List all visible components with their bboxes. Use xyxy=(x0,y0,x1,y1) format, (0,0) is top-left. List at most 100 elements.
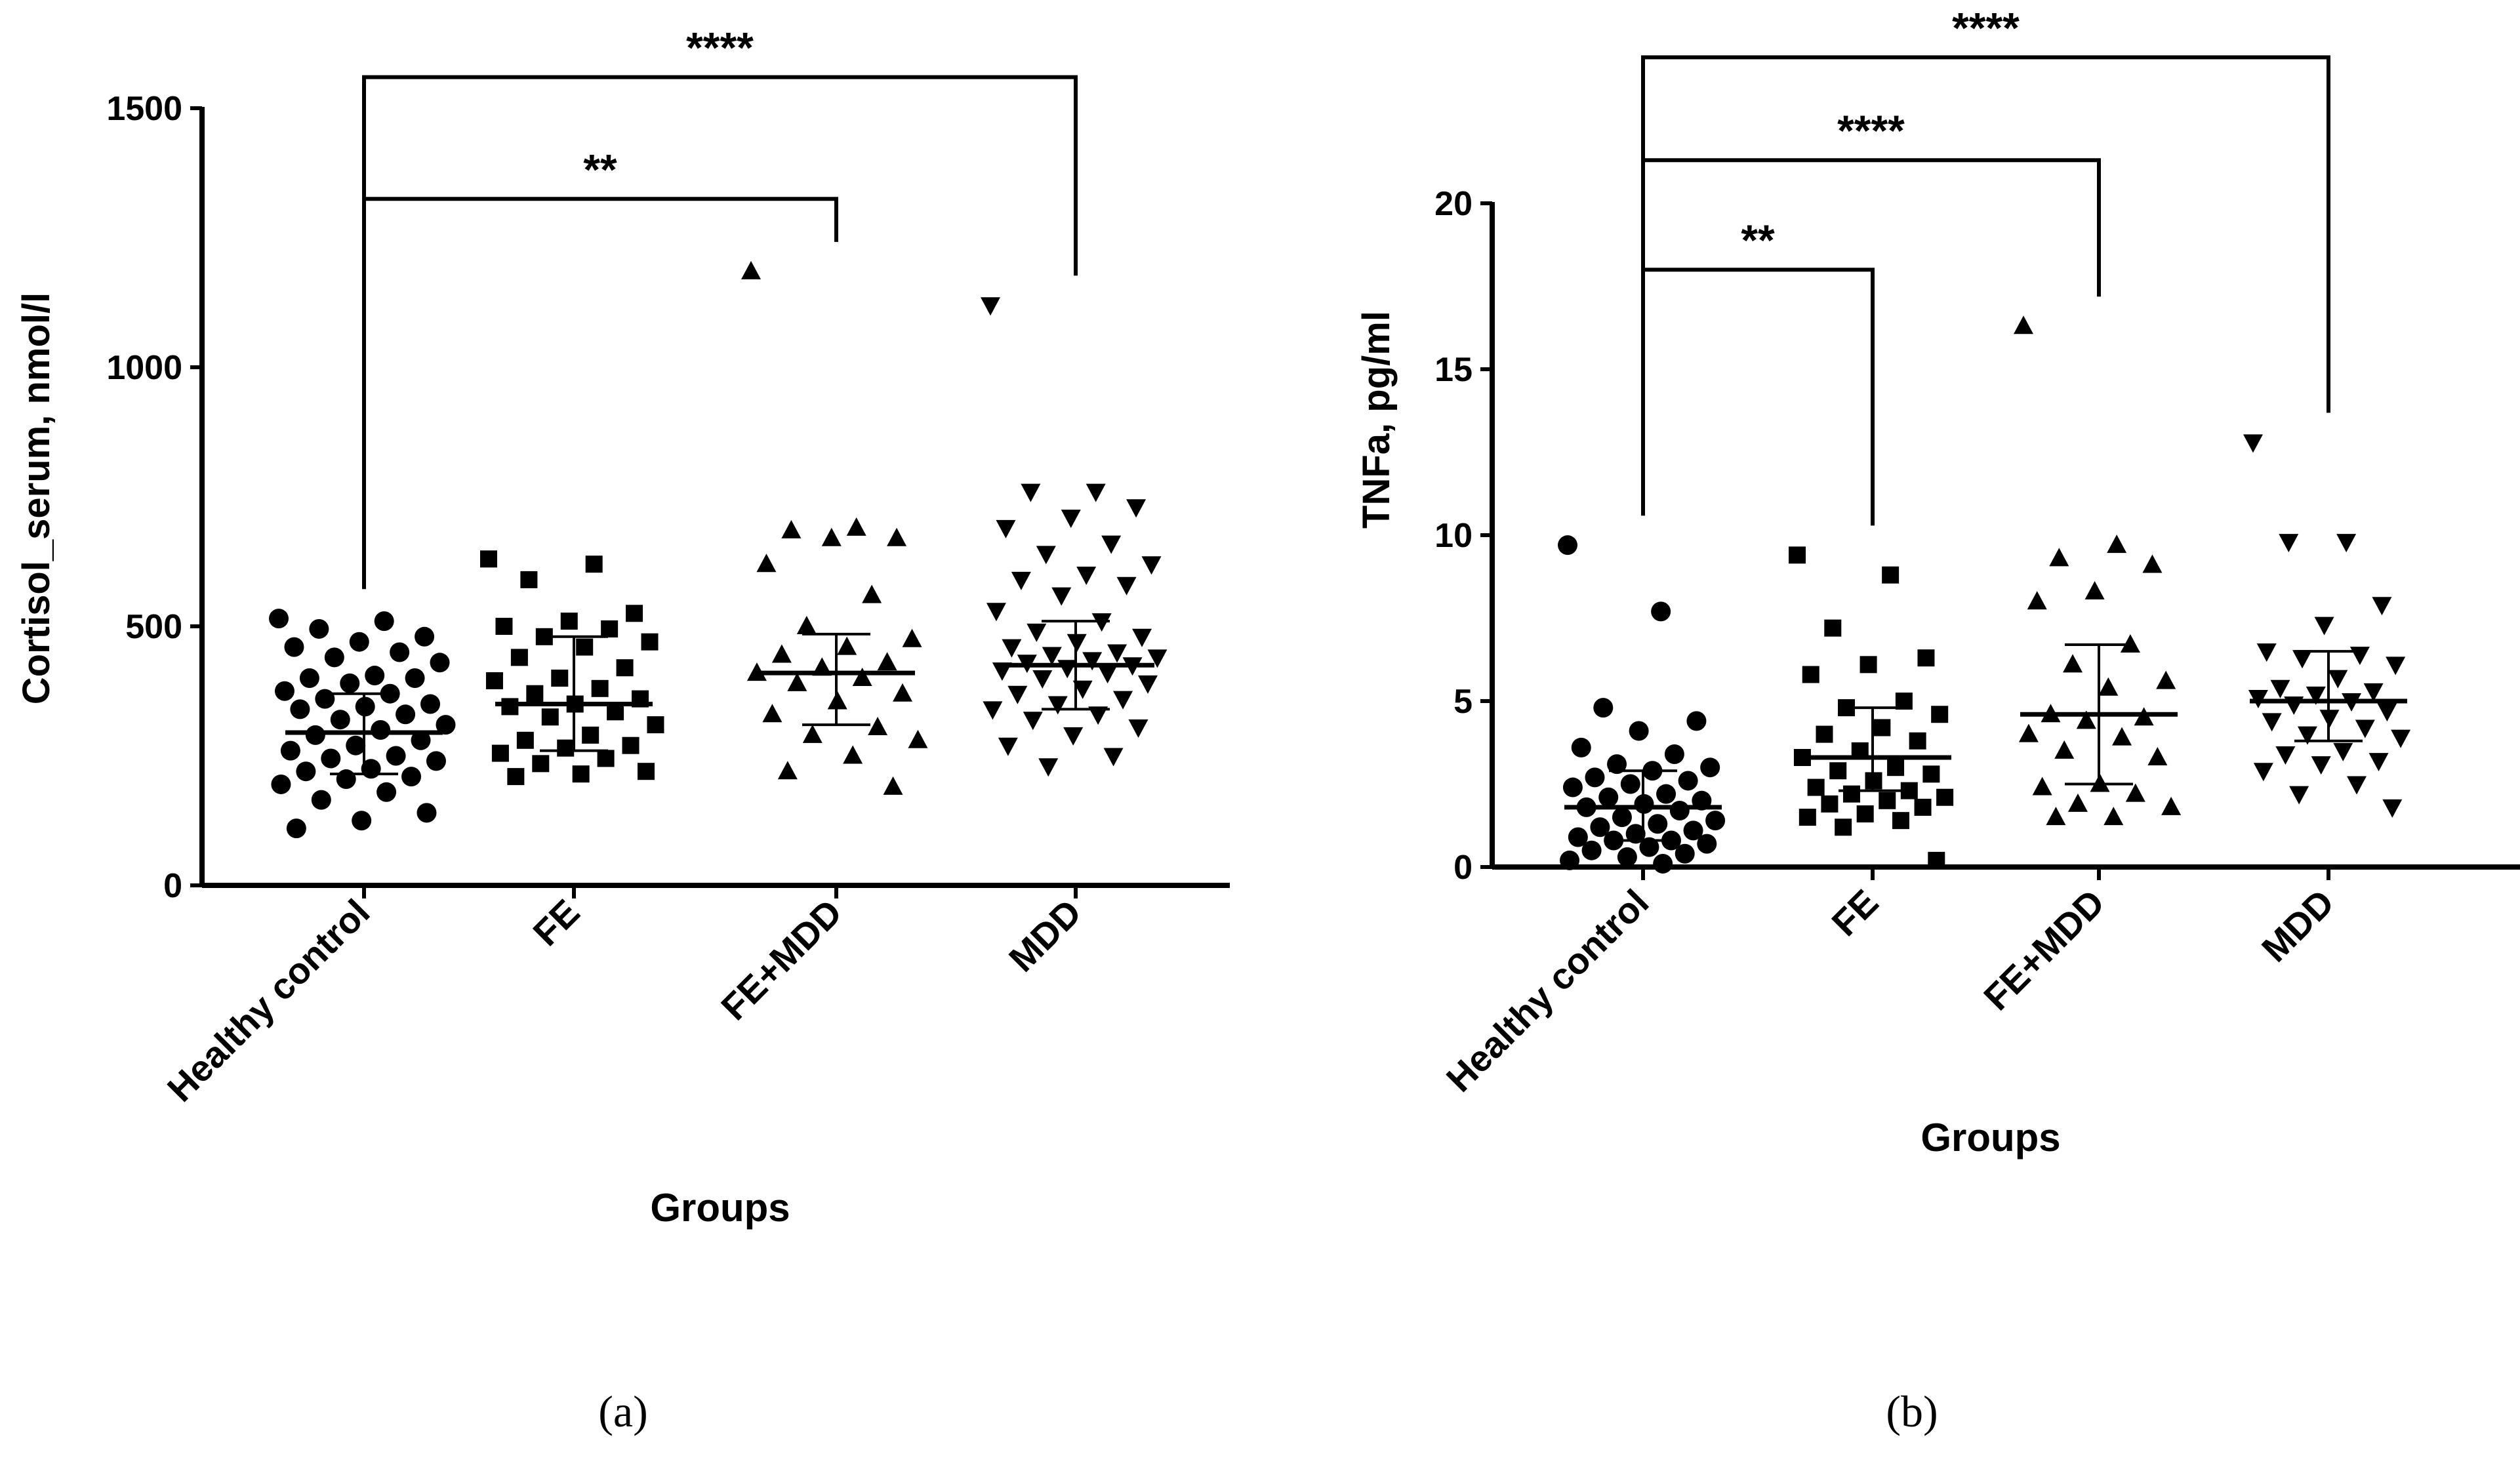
data-point-fe xyxy=(1829,762,1847,780)
significance-label: **** xyxy=(686,24,754,72)
data-point-healthy-control xyxy=(1656,784,1677,804)
data-point-mdd xyxy=(2391,729,2411,748)
data-point-healthy-control xyxy=(269,609,289,629)
data-point-mdd xyxy=(2297,726,2317,745)
data-point-healthy-control xyxy=(390,642,410,662)
data-point-mdd xyxy=(1032,670,1053,689)
data-point-fe xyxy=(1816,725,1833,743)
data-point-fe xyxy=(1928,851,1945,869)
data-point-mdd xyxy=(1002,639,1022,658)
data-point-healthy-control xyxy=(321,748,341,769)
x-axis-title: Groups xyxy=(1920,1116,2060,1160)
data-point-mdd xyxy=(2306,686,2326,705)
x-tick-label-mdd: MDD xyxy=(2254,881,2342,970)
data-point-fe xyxy=(1821,795,1839,813)
data-point-healthy-control xyxy=(426,751,446,771)
data-point-mdd xyxy=(981,297,1000,316)
data-point-healthy-control xyxy=(1612,807,1632,828)
data-point-mdd xyxy=(2262,713,2282,732)
data-point-fe xyxy=(551,670,569,687)
data-point-mdd xyxy=(1021,483,1041,502)
data-point-mdd xyxy=(1141,556,1162,575)
data-point-fe xyxy=(495,618,513,635)
data-point-fe xyxy=(532,755,550,773)
data-point-fe xyxy=(1909,732,1926,750)
data-point-mdd xyxy=(986,603,1006,622)
data-point-healthy-control xyxy=(1581,840,1602,860)
data-point-healthy-control xyxy=(352,811,372,831)
data-point-fe-mdd xyxy=(2156,670,2176,689)
data-point-fe xyxy=(1931,706,1949,723)
data-point-mdd xyxy=(1137,675,1158,694)
data-point-fe-mdd xyxy=(2032,777,2052,796)
data-point-mdd xyxy=(1132,628,1152,647)
data-point-fe-mdd xyxy=(2103,807,2124,826)
data-point-healthy-control xyxy=(286,818,306,839)
data-point-fe-mdd xyxy=(741,260,761,279)
data-point-healthy-control xyxy=(396,704,416,725)
panel-label: (b) xyxy=(1886,1386,1938,1436)
data-point-fe xyxy=(560,613,578,630)
data-point-mdd xyxy=(2372,597,2392,616)
data-point-healthy-control xyxy=(1585,767,1605,788)
data-point-healthy-control xyxy=(346,735,366,756)
data-point-fe xyxy=(572,765,590,783)
data-point-fe xyxy=(637,763,655,780)
data-point-fe-mdd xyxy=(762,704,782,723)
data-point-fe xyxy=(1887,759,1905,777)
data-point-fe xyxy=(1824,619,1842,637)
data-point-healthy-control xyxy=(415,626,435,647)
data-point-fe-mdd xyxy=(2125,783,2145,802)
data-point-mdd xyxy=(1072,680,1093,699)
data-point-mdd xyxy=(1011,571,1031,590)
data-point-fe xyxy=(622,736,640,754)
data-point-mdd xyxy=(1107,644,1128,663)
significance-label: **** xyxy=(1837,106,1905,155)
data-point-healthy-control xyxy=(271,774,291,794)
data-point-mdd xyxy=(983,701,1003,720)
data-point-healthy-control xyxy=(386,746,406,766)
data-point-fe-mdd xyxy=(883,776,903,795)
data-point-healthy-control xyxy=(1664,744,1684,764)
data-point-fe xyxy=(616,659,634,677)
data-point-fe xyxy=(1856,805,1874,823)
data-point-mdd xyxy=(1036,546,1056,565)
data-point-fe-mdd xyxy=(2084,581,2105,600)
data-point-fe xyxy=(626,605,643,622)
data-point-healthy-control xyxy=(280,740,300,761)
data-point-mdd xyxy=(2333,742,2353,761)
significance-label: ** xyxy=(1741,216,1775,264)
x-tick-label-fe-mdd: FE+MDD xyxy=(1976,881,2112,1018)
data-point-fe xyxy=(1936,788,1954,806)
data-point-fe-mdd xyxy=(2014,315,2033,334)
data-point-mdd xyxy=(1051,587,1072,606)
data-point-mdd xyxy=(2289,786,2309,805)
data-point-mdd xyxy=(2386,656,2406,676)
data-point-mdd xyxy=(1113,691,1133,710)
data-point-mdd xyxy=(2328,670,2348,689)
panel-label: (a) xyxy=(598,1386,647,1436)
data-point-mdd xyxy=(2292,650,2313,669)
data-point-fe xyxy=(1892,812,1909,830)
data-point-fe xyxy=(1879,792,1896,809)
data-point-fe xyxy=(1807,778,1825,796)
y-axis-title: TNFa, pg/ml xyxy=(1355,311,1398,529)
data-point-fe xyxy=(1922,765,1940,783)
data-point-mdd xyxy=(1007,685,1028,704)
data-point-healthy-control xyxy=(305,725,325,745)
data-point-healthy-control xyxy=(430,653,450,673)
data-point-fe-mdd xyxy=(902,628,922,647)
data-point-fe xyxy=(647,716,664,734)
data-point-mdd xyxy=(2346,776,2367,795)
data-point-healthy-control xyxy=(1648,814,1668,834)
data-point-mdd xyxy=(2256,643,2277,662)
data-point-fe-mdd xyxy=(2054,740,2075,759)
x-axis-title: Groups xyxy=(650,1186,790,1230)
data-point-healthy-control xyxy=(1683,820,1703,841)
data-point-mdd xyxy=(2279,534,2299,553)
x-tick-label-healthy-control: Healthy control xyxy=(159,891,378,1110)
data-point-mdd xyxy=(1061,510,1081,529)
data-point-healthy-control xyxy=(1705,811,1726,831)
data-point-healthy-control xyxy=(324,647,344,668)
data-point-mdd xyxy=(2314,616,2334,636)
